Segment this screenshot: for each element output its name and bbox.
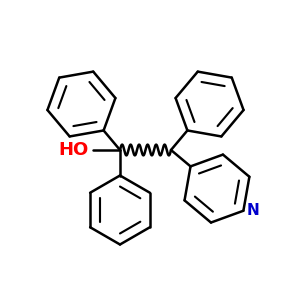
Text: N: N — [246, 203, 259, 218]
Text: HO: HO — [58, 141, 88, 159]
